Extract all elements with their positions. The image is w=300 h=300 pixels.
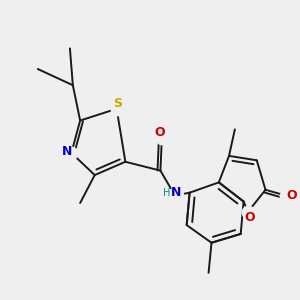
Text: H: H <box>163 188 170 198</box>
Text: N: N <box>62 145 72 158</box>
Text: O: O <box>244 211 255 224</box>
Text: S: S <box>114 97 123 110</box>
Text: N: N <box>171 186 182 199</box>
Text: O: O <box>154 126 165 139</box>
Text: O: O <box>286 189 296 202</box>
